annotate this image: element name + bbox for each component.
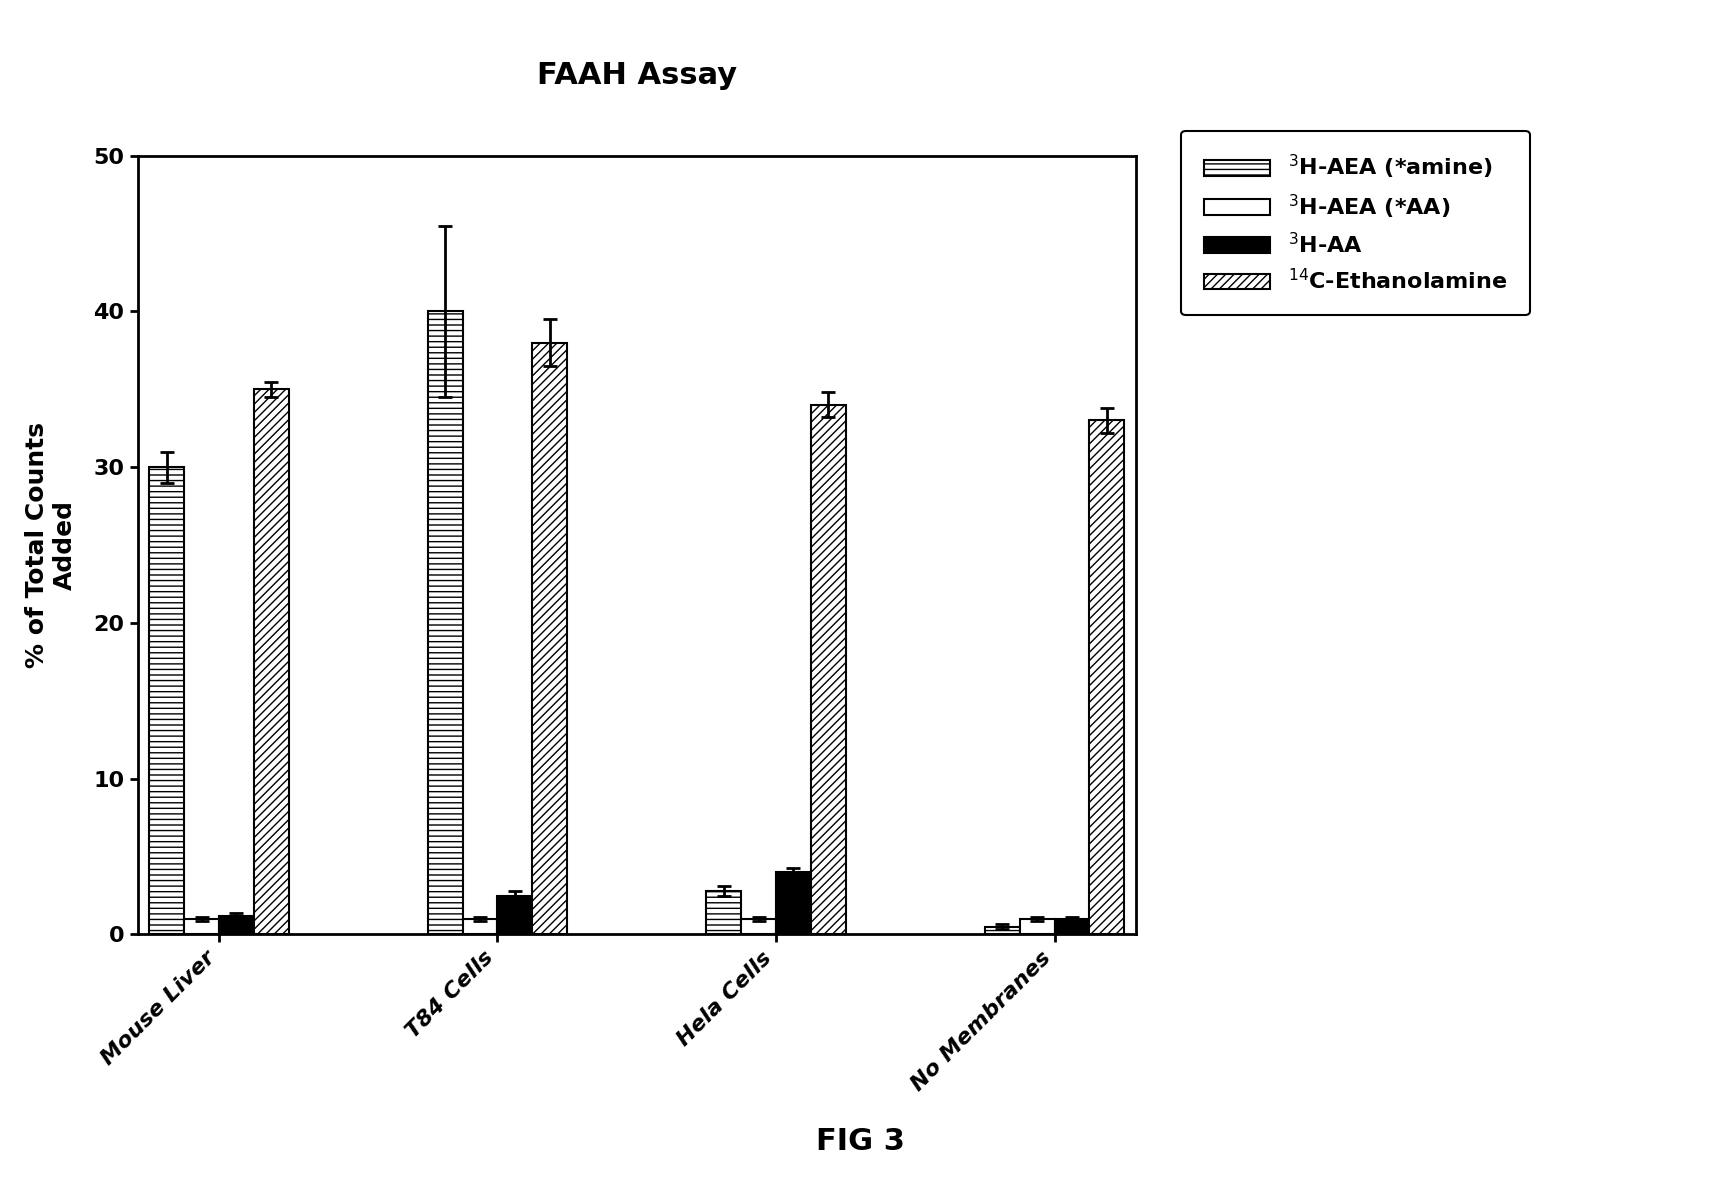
Bar: [706, 891, 742, 934]
Bar: [429, 311, 463, 934]
Bar: [811, 405, 845, 934]
Bar: [984, 927, 1021, 934]
Bar: [253, 389, 289, 934]
Bar: [1021, 919, 1055, 934]
Bar: [150, 467, 184, 934]
Text: FIG 3: FIG 3: [816, 1127, 905, 1156]
Legend: $^3$H-AEA (*amine), $^3$H-AEA (*AA), $^3$H-AA, $^{14}$C-Ethanolamine: $^3$H-AEA (*amine), $^3$H-AEA (*AA), $^3…: [1181, 131, 1530, 315]
Bar: [742, 919, 776, 934]
Bar: [776, 872, 811, 934]
Bar: [1055, 919, 1089, 934]
Bar: [219, 915, 253, 934]
Bar: [463, 919, 497, 934]
Text: FAAH Assay: FAAH Assay: [537, 61, 737, 90]
Y-axis label: % of Total Counts
Added: % of Total Counts Added: [24, 422, 77, 668]
Bar: [497, 896, 532, 934]
Bar: [1089, 420, 1124, 934]
Bar: [184, 919, 219, 934]
Bar: [532, 343, 568, 934]
